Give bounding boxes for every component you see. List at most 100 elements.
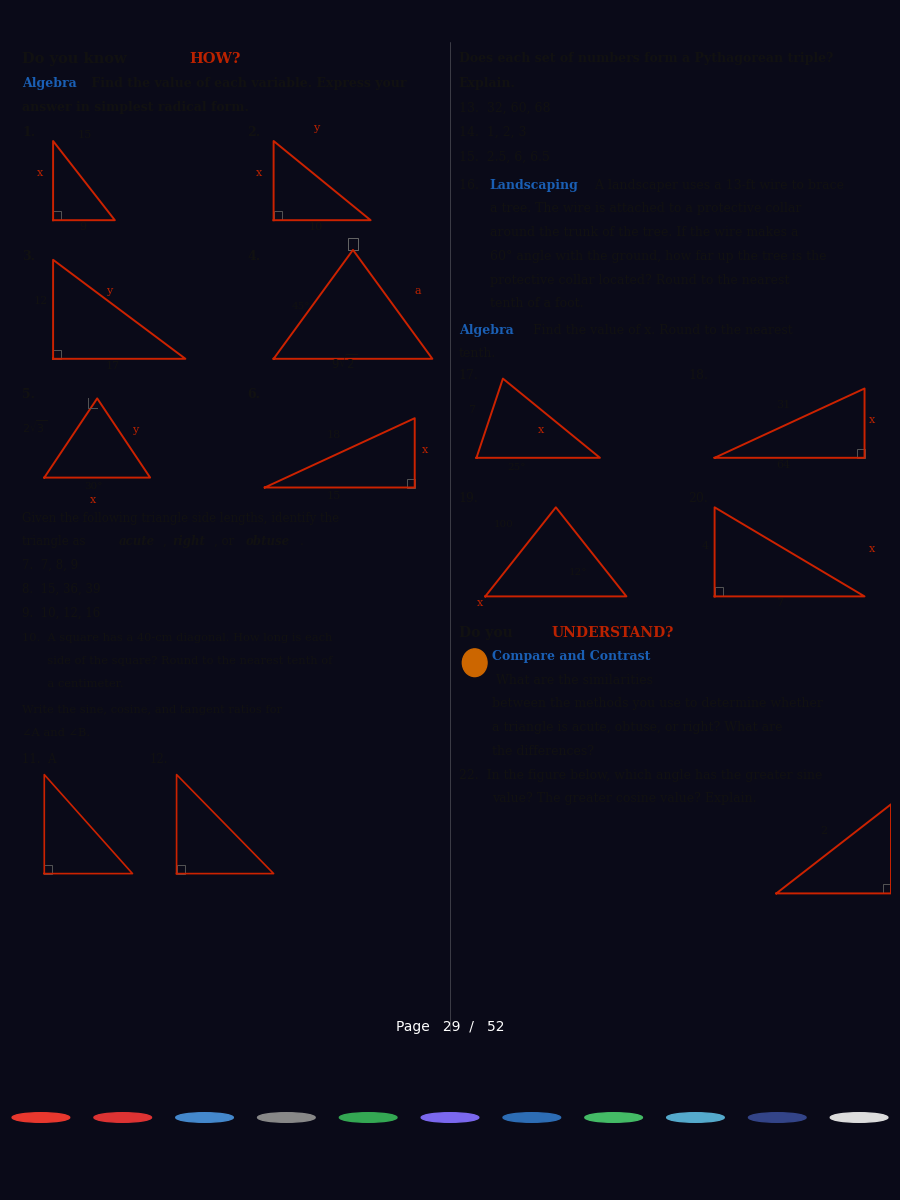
- Text: 31: 31: [777, 401, 790, 410]
- Text: Do you: Do you: [459, 626, 518, 640]
- Circle shape: [339, 1112, 397, 1122]
- Text: answer in simplest radical form.: answer in simplest radical form.: [22, 101, 249, 114]
- Bar: [44, 865, 52, 874]
- Text: 13.  32, 60, 68: 13. 32, 60, 68: [459, 101, 550, 114]
- Text: 14.  1, 2, 3: 14. 1, 2, 3: [459, 126, 526, 139]
- Text: 12: 12: [33, 296, 48, 306]
- Text: x: x: [256, 168, 262, 178]
- Text: Find the value of each variable. Express your: Find the value of each variable. Express…: [86, 77, 406, 90]
- Text: 17: 17: [106, 361, 120, 371]
- Text: y: y: [132, 425, 139, 436]
- Text: .: .: [300, 535, 304, 548]
- Text: 20.: 20.: [688, 492, 708, 505]
- Text: 100: 100: [494, 520, 514, 529]
- Text: 15: 15: [327, 491, 341, 502]
- Text: x: x: [37, 168, 43, 178]
- Text: HOW?: HOW?: [190, 52, 241, 66]
- Text: 18: 18: [327, 430, 341, 440]
- Circle shape: [257, 1112, 315, 1122]
- Circle shape: [421, 1112, 479, 1122]
- Text: 21: 21: [470, 659, 480, 667]
- Text: acute: acute: [119, 535, 156, 548]
- Text: A landscaper uses a 13-ft wire to brace: A landscaper uses a 13-ft wire to brace: [591, 179, 844, 192]
- Text: y: y: [313, 124, 320, 133]
- Bar: [274, 211, 282, 220]
- Text: $2\sqrt{3}$: $2\sqrt{3}$: [22, 419, 47, 436]
- Text: value? The greater cosine value? Explain.: value? The greater cosine value? Explain…: [492, 792, 757, 805]
- Text: 9.  10, 12, 16: 9. 10, 12, 16: [22, 606, 101, 619]
- Text: Page   29  /   52: Page 29 / 52: [396, 1020, 504, 1034]
- Text: obtuse: obtuse: [246, 535, 290, 548]
- Text: Explain.: Explain.: [459, 77, 516, 90]
- Text: 2: 2: [821, 826, 828, 836]
- Text: side of the square? Round to the nearest tenth of: side of the square? Round to the nearest…: [22, 655, 333, 666]
- Text: x: x: [538, 425, 544, 436]
- Text: 7.  7, 8, 9: 7. 7, 8, 9: [22, 559, 78, 571]
- Text: 16.: 16.: [459, 179, 482, 192]
- Text: 45°: 45°: [292, 302, 310, 311]
- Text: 3.: 3.: [22, 250, 35, 263]
- Text: 30°: 30°: [84, 482, 103, 492]
- Text: x: x: [869, 544, 875, 554]
- Circle shape: [94, 1112, 151, 1122]
- Text: x: x: [476, 599, 482, 608]
- Text: 10: 10: [309, 222, 323, 232]
- Text: between the methods you use to determine whether: between the methods you use to determine…: [492, 697, 824, 710]
- Text: What are the similarities: What are the similarities: [492, 673, 653, 686]
- Bar: [857, 449, 865, 457]
- Text: 4.: 4.: [248, 250, 260, 263]
- Text: the differences?: the differences?: [492, 745, 594, 758]
- Text: tenth.: tenth.: [459, 347, 496, 360]
- Text: 12°: 12°: [569, 568, 588, 577]
- Text: 12.: 12.: [150, 752, 168, 766]
- Text: 25°: 25°: [508, 463, 526, 472]
- Text: ,: ,: [164, 535, 171, 548]
- Circle shape: [585, 1112, 643, 1122]
- Circle shape: [749, 1112, 806, 1122]
- Text: 7: 7: [468, 406, 474, 415]
- Circle shape: [176, 1112, 233, 1122]
- Text: 60° angle with the ground, how far up the tree is the: 60° angle with the ground, how far up th…: [490, 250, 826, 263]
- Text: a triangle is acute, obtuse, or right? What are: a triangle is acute, obtuse, or right? W…: [492, 721, 783, 734]
- Bar: [53, 350, 61, 359]
- Text: 64: 64: [777, 460, 790, 469]
- Text: ∠A and ∠B.: ∠A and ∠B.: [22, 728, 90, 738]
- Circle shape: [463, 649, 487, 677]
- Text: 11.  A: 11. A: [22, 752, 57, 766]
- Text: protective collar located? Round to the nearest: protective collar located? Round to the …: [490, 274, 789, 287]
- Text: Write the sine, cosine, and tangent ratios for: Write the sine, cosine, and tangent rati…: [22, 706, 283, 715]
- Text: x: x: [869, 415, 875, 425]
- Text: Algebra: Algebra: [459, 324, 514, 337]
- Text: Algebra: Algebra: [22, 77, 77, 90]
- Text: 6.: 6.: [248, 389, 260, 402]
- Circle shape: [831, 1112, 888, 1122]
- Text: 5.: 5.: [22, 389, 35, 402]
- Text: 4: 4: [701, 541, 708, 551]
- Text: 15: 15: [77, 130, 92, 140]
- Text: a tree. The wire is attached to a protective collar: a tree. The wire is attached to a protec…: [490, 203, 801, 215]
- Text: 15.  2.5, 6, 6.5: 15. 2.5, 6, 6.5: [459, 151, 550, 164]
- Text: x: x: [422, 445, 428, 455]
- Bar: [715, 588, 723, 596]
- Text: Landscaping: Landscaping: [490, 179, 579, 192]
- Text: a: a: [415, 287, 421, 296]
- Text: 9: 9: [79, 222, 86, 232]
- Text: triangle as: triangle as: [22, 535, 89, 548]
- Text: 17.: 17.: [459, 368, 479, 382]
- Text: , or: , or: [213, 535, 238, 548]
- Text: 10.  A square has a 40-cm diagonal. How long is each: 10. A square has a 40-cm diagonal. How l…: [22, 634, 333, 643]
- Text: Compare and Contrast: Compare and Contrast: [492, 650, 651, 662]
- Text: 1.: 1.: [22, 126, 35, 139]
- Text: 2.: 2.: [248, 126, 260, 139]
- Text: 8.  15, 36, 39: 8. 15, 36, 39: [22, 582, 101, 595]
- Bar: [883, 884, 891, 893]
- Bar: [53, 211, 61, 220]
- Text: Does each set of numbers form a Pythagorean triple?: Does each set of numbers form a Pythagor…: [459, 52, 833, 65]
- Text: tenth of a foot.: tenth of a foot.: [490, 298, 583, 311]
- Text: x: x: [90, 496, 96, 505]
- Bar: [407, 479, 415, 487]
- Text: 19.: 19.: [459, 492, 479, 505]
- Text: right: right: [172, 535, 205, 548]
- Text: 7: 7: [777, 599, 783, 608]
- Circle shape: [503, 1112, 561, 1122]
